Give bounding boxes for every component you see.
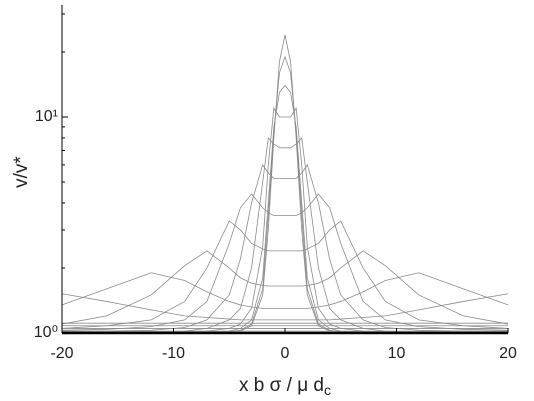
- x-axis-label-main: x b σ / μ d: [239, 375, 324, 396]
- curve: [62, 106, 508, 333]
- y-axis-label: v/v*: [11, 156, 32, 188]
- curve: [61, 272, 509, 309]
- x-axis-label: x b σ / μ dc: [239, 375, 331, 398]
- y-tick-label: 10¹: [35, 108, 58, 125]
- curve: [61, 220, 509, 329]
- curve: [61, 250, 509, 325]
- x-tick-label: 10: [388, 345, 406, 362]
- curve: [62, 84, 508, 333]
- curve: [62, 34, 508, 333]
- x-tick-label: -20: [50, 345, 73, 362]
- x-tick-label: 20: [499, 345, 517, 362]
- curve: [62, 55, 508, 333]
- x-axis-label-sub: c: [324, 382, 331, 398]
- curve: [61, 193, 509, 331]
- x-tick-label: 0: [281, 345, 290, 362]
- curve: [61, 293, 509, 321]
- curve: [62, 137, 508, 333]
- curve: [62, 163, 508, 332]
- x-tick-label: -10: [162, 345, 185, 362]
- y-tick-label: 10⁰: [34, 324, 58, 341]
